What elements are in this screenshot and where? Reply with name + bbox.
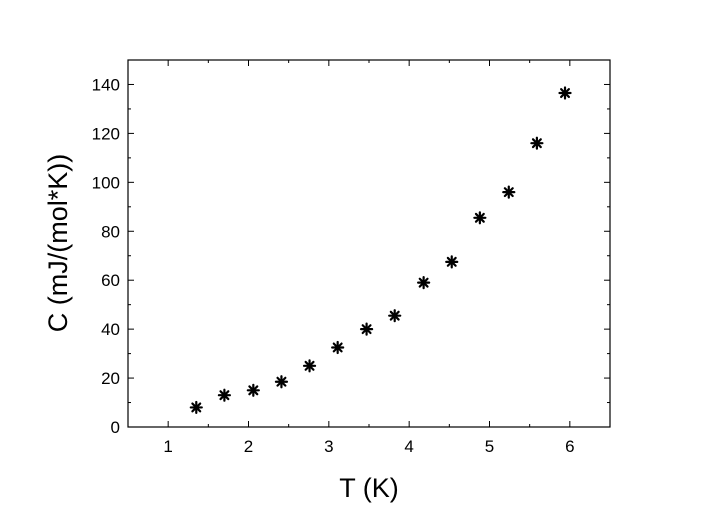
x-tick-label: 4 [404,437,413,456]
plot-frame [127,59,611,428]
x-tick-label: 3 [324,437,333,456]
y-tick-label: 60 [101,271,120,290]
data-point [473,211,487,225]
y-tick-label: 0 [111,418,120,437]
x-axis-title: T (K) [339,473,399,503]
data-point [217,388,231,402]
y-tick-label: 40 [101,320,120,339]
data-point [502,185,516,199]
y-tick-label: 140 [92,75,120,94]
data-points [189,86,572,415]
data-point [246,383,260,397]
y-tick-label: 80 [101,222,120,241]
data-point [274,375,289,389]
y-tick-label: 120 [92,124,120,143]
data-point [189,400,203,415]
x-tick-label: 2 [244,437,253,456]
x-tick-label: 6 [565,437,574,456]
data-point [530,136,544,150]
y-tick-label: 100 [92,173,120,192]
y-tick-label: 20 [101,369,120,388]
x-tick-label: 1 [163,437,172,456]
data-point [417,276,431,290]
data-point [558,86,572,100]
data-point [388,309,402,323]
data-point [331,340,345,355]
y-axis-ticks: 0 20 40 60 80 100 120 140 [92,59,610,437]
data-point [359,322,374,336]
data-point [445,255,459,269]
x-tick-label: 5 [485,437,494,456]
x-axis-ticks: 1 2 3 4 5 6 [127,60,611,456]
data-point [302,359,317,373]
y-axis-title: C (mJ/(mol*K)) [43,154,73,332]
